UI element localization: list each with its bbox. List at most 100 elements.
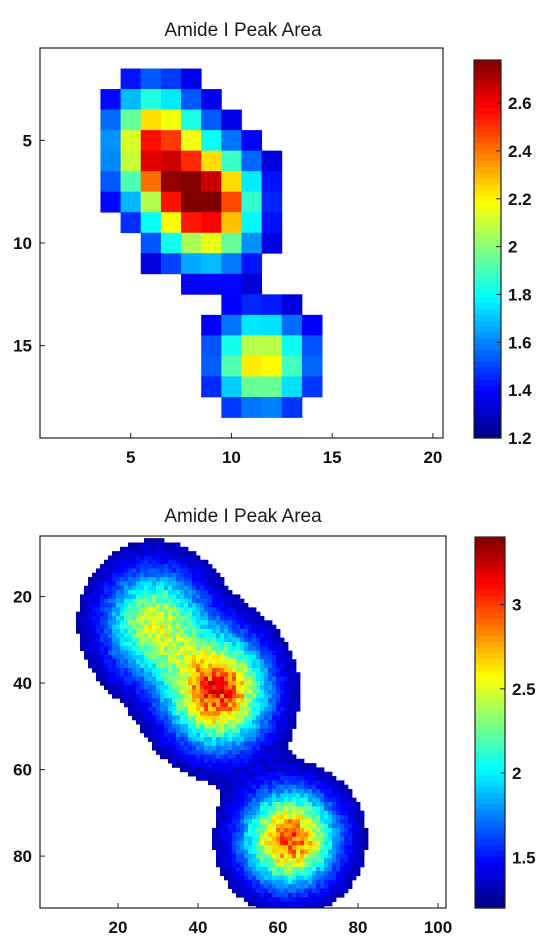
heatmap-cell xyxy=(316,780,321,786)
heatmap-cell xyxy=(156,741,161,747)
heatmap-cell xyxy=(276,793,281,799)
heatmap-cell xyxy=(228,667,233,673)
heatmap-cell xyxy=(100,572,105,578)
heatmap-cell xyxy=(156,698,161,703)
heatmap-cell xyxy=(128,641,133,647)
heatmap-cell xyxy=(220,594,225,600)
heatmap-cell xyxy=(216,832,221,838)
heatmap-cell xyxy=(120,646,125,652)
heatmap-cell xyxy=(276,888,281,894)
heatmap-cell xyxy=(112,568,117,574)
heatmap-cell xyxy=(136,581,141,587)
colorbar-segment xyxy=(475,537,505,544)
heatmap-cell xyxy=(172,698,177,703)
heatmap-cell xyxy=(328,901,333,907)
heatmap-cell xyxy=(292,793,297,799)
heatmap-cell xyxy=(280,871,285,876)
heatmap-cell xyxy=(272,875,277,881)
heatmap-cell xyxy=(156,603,161,608)
heatmap-cell xyxy=(328,771,333,777)
heatmap-cell xyxy=(256,667,261,673)
heatmap-cell xyxy=(228,607,233,613)
heatmap-cell xyxy=(272,776,277,781)
heatmap-cell xyxy=(260,802,265,807)
heatmap-cell xyxy=(212,750,217,755)
heatmap-cell xyxy=(288,771,293,777)
heatmap-cell xyxy=(152,555,157,561)
heatmap-cell xyxy=(332,845,337,851)
heatmap-cell xyxy=(288,663,293,669)
heatmap-cell xyxy=(336,845,341,851)
heatmap-cell xyxy=(260,689,265,695)
heatmap-cell xyxy=(328,836,333,842)
heatmap-cell xyxy=(180,702,185,708)
heatmap-cell xyxy=(260,767,265,773)
heatmap-cell xyxy=(224,693,229,699)
heatmap-cell xyxy=(256,685,261,690)
heatmap-cell xyxy=(224,840,229,846)
heatmap-cell xyxy=(192,659,197,665)
heatmap-cell xyxy=(100,641,105,647)
heatmap-cell xyxy=(144,598,149,604)
heatmap-cell xyxy=(201,314,222,336)
heatmap-cell xyxy=(276,789,281,794)
heatmap-cell xyxy=(340,871,345,876)
heatmap-cell xyxy=(168,577,173,582)
heatmap-cell xyxy=(348,853,353,859)
heatmap-cell xyxy=(120,546,125,552)
heatmap-cell xyxy=(332,862,337,868)
heatmap-cell xyxy=(112,689,117,695)
heatmap-cell xyxy=(261,335,283,357)
heatmap-cell xyxy=(196,598,201,604)
heatmap-cell xyxy=(292,823,297,829)
heatmap-cell xyxy=(124,680,129,686)
colorbar-segment xyxy=(475,832,505,840)
heatmap-cell xyxy=(324,840,329,846)
heatmap-cell xyxy=(124,559,129,565)
heatmap-cell xyxy=(316,806,321,812)
heatmap-cell xyxy=(192,616,197,621)
heatmap-cell xyxy=(232,836,237,842)
heatmap-cell xyxy=(200,667,205,673)
heatmap-cell xyxy=(316,901,321,907)
heatmap-cell xyxy=(268,789,273,794)
heatmap-cell xyxy=(241,212,263,234)
heatmap-cell xyxy=(236,719,241,725)
heatmap-cell xyxy=(232,810,237,816)
heatmap-cell xyxy=(88,650,93,656)
heatmap-cell xyxy=(180,693,185,699)
heatmap-cell xyxy=(156,620,161,626)
heatmap-cell xyxy=(88,659,93,665)
heatmap-cell xyxy=(176,559,181,565)
heatmap-cell xyxy=(228,776,233,781)
heatmap-cell xyxy=(240,598,245,604)
heatmap-cell xyxy=(164,581,169,587)
heatmap-cell xyxy=(168,555,173,561)
heatmap-cell xyxy=(280,866,285,872)
heatmap-cell xyxy=(328,888,333,894)
heatmap-cell xyxy=(268,810,273,816)
heatmap-cell xyxy=(221,191,242,213)
heatmap-cell xyxy=(232,654,237,660)
heatmap-cell xyxy=(320,849,325,855)
heatmap-cell xyxy=(264,866,269,872)
heatmap-cell xyxy=(160,702,165,708)
heatmap-cell xyxy=(264,797,269,803)
heatmap-cell xyxy=(80,624,85,630)
heatmap-cell xyxy=(184,689,189,695)
heatmap-cell xyxy=(288,819,293,825)
heatmap-cell xyxy=(144,689,149,695)
colorbar-segment xyxy=(475,600,505,608)
heatmap-cell xyxy=(128,711,133,716)
heatmap-cell xyxy=(140,624,145,630)
colorbar-segment xyxy=(474,260,501,268)
heatmap-cell xyxy=(148,715,153,721)
heatmap-cell xyxy=(228,853,233,859)
heatmap-cell xyxy=(248,646,253,652)
heatmap-cell xyxy=(196,646,201,652)
heatmap-cell xyxy=(300,892,305,898)
heatmap-cell xyxy=(276,659,281,665)
heatmap-cell xyxy=(220,754,225,760)
heatmap-cell xyxy=(96,641,101,647)
heatmap-cell xyxy=(208,676,213,682)
